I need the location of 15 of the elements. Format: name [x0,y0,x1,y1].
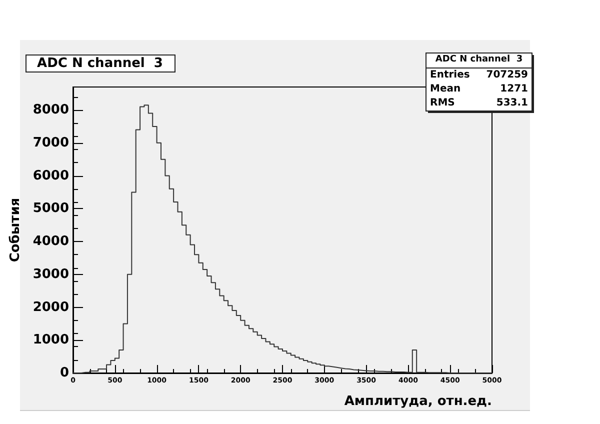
text: Entries 707259 [430,70,528,80]
chart-title: ADC N channel 3 [37,56,163,71]
y-tick-label: 7000 [32,135,69,150]
y-tick-label: 8000 [32,102,69,118]
x-axis-title: Амплитуда, отн.ед. [344,394,492,409]
text: RMS 533.1 [430,98,528,108]
y-tick-label: 2000 [32,300,69,315]
y-tick-label: 1000 [32,332,69,348]
y-tick-label: 3000 [32,266,69,282]
y-tick-label: 4000 [32,234,69,250]
text: Mean 1271 [430,84,528,94]
y-tick-label: 6000 [32,168,69,184]
chart-title: ADC N channel 3 [435,54,523,64]
y-tick-label: 5000 [32,201,69,216]
y-axis-title: События [8,198,23,262]
